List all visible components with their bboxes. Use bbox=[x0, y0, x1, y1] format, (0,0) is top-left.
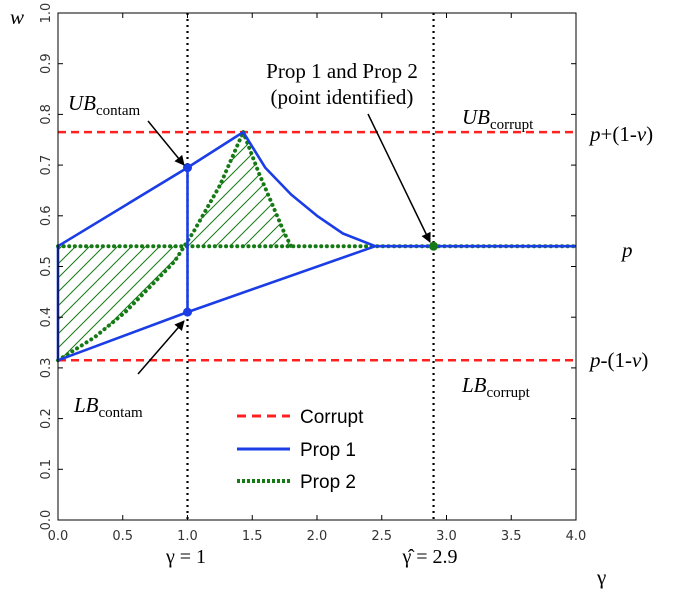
y-tick-label-8: 0.8 bbox=[39, 104, 54, 125]
x-tick-label-8: 4.0 bbox=[566, 529, 587, 544]
prop1-line-1 bbox=[242, 131, 376, 248]
arrow-prop-both bbox=[367, 113, 431, 243]
y-tick-label-5: 0.5 bbox=[39, 256, 54, 277]
data-point-2 bbox=[429, 241, 439, 251]
hatched-regions bbox=[58, 132, 292, 361]
x-axis-label: γ bbox=[596, 565, 606, 589]
p-plus-label: p+(1-v) bbox=[588, 122, 653, 146]
data-point-1 bbox=[183, 307, 192, 317]
legend-label-prop1: Prop 1 bbox=[300, 440, 356, 461]
prop-both-label-line1: Prop 1 and Prop 2 bbox=[266, 59, 418, 83]
gamma-hat-label: γ̂ = 2.9 bbox=[401, 546, 457, 568]
x-tick-label-7: 3.5 bbox=[501, 529, 522, 544]
x-tick-label-0: 0.0 bbox=[48, 529, 69, 544]
arrow-ub-contam bbox=[147, 120, 185, 166]
y-tick-labels: 0.0 0.1 0.2 0.3 0.4 0.5 0.6 0.7 0.8 0.9 1.0 bbox=[39, 3, 54, 531]
legend-label-corrupt: Corrupt bbox=[300, 407, 364, 428]
ub-corrupt-label: UBcorrupt bbox=[462, 105, 534, 133]
corrupt-series bbox=[58, 130, 576, 362]
y-tick-label-7: 0.7 bbox=[39, 155, 54, 176]
p-minus-label: p-(1-v) bbox=[588, 348, 648, 372]
prop1-line-2 bbox=[57, 244, 576, 362]
y-tick-label-1: 0.1 bbox=[39, 459, 54, 480]
x-tick-label-2: 1.0 bbox=[177, 529, 198, 544]
x-tick-labels: 0.0 0.5 1.0 1.5 2.0 2.5 3.0 3.5 4.0 bbox=[48, 529, 587, 544]
lb-corrupt-label: LBcorrupt bbox=[461, 373, 531, 401]
data-point-0 bbox=[183, 163, 192, 173]
y-tick-label-3: 0.3 bbox=[39, 358, 54, 379]
marker-points bbox=[183, 163, 439, 317]
y-axis-label: w bbox=[10, 5, 24, 29]
lb-contam-label: LBcontam bbox=[73, 393, 143, 421]
y-tick-label-10: 1.0 bbox=[39, 3, 54, 24]
axis-ticks bbox=[57, 12, 577, 521]
hatch-region-right bbox=[174, 132, 292, 262]
arrow-lb-contam bbox=[137, 320, 185, 375]
prop2-line-2 bbox=[241, 130, 294, 249]
y-tick-label-6: 0.6 bbox=[39, 205, 54, 226]
x-tick-label-4: 2.0 bbox=[307, 529, 328, 544]
prop-both-label-line2: (point identified) bbox=[271, 85, 414, 109]
legend-label-prop2: Prop 2 bbox=[300, 472, 356, 493]
p-label: p bbox=[620, 238, 633, 262]
ub-contam-label: UBcontam bbox=[68, 91, 140, 119]
legend: Corrupt Prop 1 Prop 2 bbox=[237, 407, 364, 493]
hatch-region-left bbox=[58, 246, 175, 361]
x-tick-label-1: 0.5 bbox=[112, 529, 133, 544]
gamma-eq-1-label: γ = 1 bbox=[165, 546, 206, 568]
y-tick-label-2: 0.2 bbox=[39, 408, 54, 429]
x-tick-label-5: 2.5 bbox=[371, 529, 392, 544]
y-tick-label-4: 0.4 bbox=[39, 307, 54, 328]
x-tick-label-6: 3.0 bbox=[436, 529, 457, 544]
y-tick-label-9: 0.9 bbox=[39, 53, 54, 74]
x-tick-label-3: 1.5 bbox=[242, 529, 263, 544]
y-tick-label-0: 0.0 bbox=[39, 510, 54, 531]
prop2-line-1 bbox=[56, 130, 246, 363]
